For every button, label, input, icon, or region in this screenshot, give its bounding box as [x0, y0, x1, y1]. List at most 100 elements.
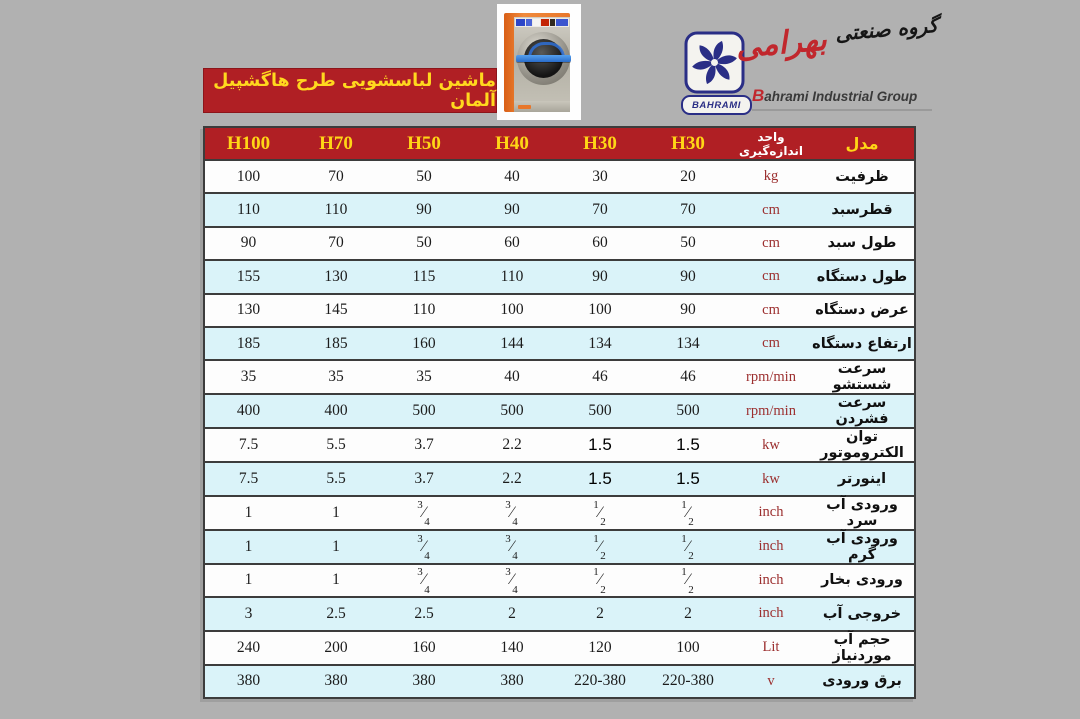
control-chip — [532, 19, 540, 26]
cell-value: 35 — [240, 368, 257, 386]
table-row: 400 400 500 500 500 500 rpm/min سرعت فشردن — [204, 394, 915, 429]
cell-row-label: سرعت شستشو — [832, 361, 892, 394]
cell-value: 3⁄4 — [505, 532, 518, 562]
spec-table-body: 100 70 50 40 30 20 kg ظرفیت 110 110 90 90 70 70 cm قطرس… — [204, 160, 915, 698]
cell-value: 1⁄2 — [681, 498, 694, 528]
cell-value: 60 — [504, 234, 520, 252]
table-row: 110 110 90 90 70 70 cm قطرسبد — [204, 193, 915, 227]
cell-unit: kg — [763, 168, 779, 185]
table-row: 3 2.5 2.5 2 2 2 inch خروجی آب — [204, 597, 915, 631]
cell-value: 70 — [592, 201, 608, 219]
cell-value: 3.7 — [414, 436, 434, 454]
cell-unit: inch — [758, 571, 784, 588]
cell-value: 140 — [500, 638, 524, 656]
cell-value: 90 — [416, 201, 432, 219]
column-header-h70-1: H70 — [319, 132, 353, 154]
table-row: 1 1 3⁄4 3⁄4 1⁄2 1⁄2 inch ورودی آب سرد — [204, 495, 915, 530]
cell-value: 1.5 — [676, 469, 700, 489]
cell-value: 1⁄2 — [681, 566, 694, 596]
cell-value: 40 — [504, 368, 520, 386]
cell-value: 3⁄4 — [417, 566, 430, 596]
machine-door-arc-label — [528, 42, 565, 59]
cell-row-label: طول سبد — [827, 235, 897, 252]
cell-row-label: ورودی آب گرم — [826, 530, 898, 563]
product-title: ماشین لباسشویی طرح هاگشپیل آلمان — [213, 70, 496, 111]
cell-row-label: برق ورودی — [822, 673, 902, 690]
table-row: 1 1 3⁄4 3⁄4 1⁄2 1⁄2 inch ورودی بخار — [204, 563, 915, 597]
cell-row-label: ارتفاع دستگاه — [812, 335, 912, 352]
cell-row-label: ورودی بخار — [821, 572, 903, 589]
cell-value: 46 — [680, 368, 696, 386]
cell-value: 70 — [680, 201, 696, 219]
brand-name-farsi-group: گروه صنعتی — [834, 12, 939, 46]
cell-value: 144 — [500, 334, 524, 352]
table-row: 7.5 5.5 3.7 2.2 1.5 1.5 kw توان الکتروموتور — [204, 428, 915, 462]
cell-value: 1 — [332, 503, 340, 521]
cell-value: 145 — [324, 301, 348, 319]
cell-value: 35 — [328, 368, 344, 386]
table-row: 100 70 50 40 30 20 kg ظرفیت — [204, 160, 915, 193]
cell-value: 3 — [244, 604, 253, 622]
table-row: 155 130 115 110 90 90 cm طول دستگاه — [204, 260, 915, 294]
cell-value: 90 — [504, 201, 520, 219]
cell-value: 100 — [500, 301, 524, 319]
spec-table-header-row: H100 H70 H50 H40 H30 H30 واحد اندازه‌گیری مدل — [204, 127, 915, 160]
cell-value: 1 — [244, 571, 253, 589]
cell-value: 7.5 — [238, 470, 259, 488]
cell-value: 155 — [236, 267, 261, 285]
cell-value: 380 — [412, 672, 436, 690]
product-title-banner: ماشین لباسشویی طرح هاگشپیل آلمان — [203, 68, 497, 113]
cell-value: 160 — [412, 334, 436, 352]
cell-unit: rpm/min — [746, 368, 796, 385]
cell-unit: kw — [762, 470, 780, 487]
cell-value: 110 — [237, 201, 260, 219]
cell-value: 380 — [500, 672, 524, 690]
cell-value: 130 — [324, 267, 348, 285]
cell-value: 500 — [500, 402, 524, 420]
control-chip — [516, 19, 525, 26]
cell-value: 1⁄2 — [593, 498, 606, 528]
table-row: 1 1 3⁄4 3⁄4 1⁄2 1⁄2 inch ورودی آب گرم — [204, 529, 915, 564]
cell-value: 185 — [324, 334, 348, 352]
column-header-h30-4: H30 — [583, 132, 617, 154]
cell-value: 200 — [324, 638, 348, 656]
cell-value: 1⁄2 — [593, 532, 606, 562]
cell-value: 46 — [592, 368, 608, 386]
cell-value: 50 — [416, 234, 432, 252]
cell-value: 50 — [680, 234, 696, 252]
cell-value: 3.7 — [414, 470, 434, 488]
cell-value: 134 — [676, 334, 700, 352]
cell-row-label: ظرفیت — [835, 168, 889, 185]
cell-unit: cm — [762, 201, 780, 218]
cell-value: 1⁄2 — [681, 532, 694, 562]
bahrami-logo-wordmark: BAHRAMI — [681, 95, 752, 115]
table-row: 7.5 5.5 3.7 2.2 1.5 1.5 kw اینورتر — [204, 462, 915, 496]
cell-value: 100 — [588, 301, 612, 319]
cell-row-label: خروجی آب — [822, 605, 902, 622]
cell-unit: rpm/min — [746, 402, 796, 419]
cell-unit: inch — [758, 504, 784, 521]
cell-value: 3⁄4 — [417, 532, 430, 562]
washing-machine-photo — [497, 4, 581, 120]
cell-value: 160 — [412, 638, 436, 656]
cell-value: 2 — [684, 604, 692, 622]
cell-value: 110 — [324, 201, 348, 219]
cell-unit: Lit — [762, 639, 780, 656]
brand-name-farsi-bahrami: بهرامی — [734, 21, 829, 66]
cell-row-label: توان الکتروموتور — [820, 429, 904, 462]
control-chip — [550, 19, 556, 26]
brand-name-farsi: گروه صنعتی بهرامی — [734, 12, 942, 94]
cell-row-label: قطرسبد — [831, 202, 893, 219]
cell-value: 30 — [592, 167, 608, 185]
cell-value: 5.5 — [326, 436, 346, 454]
cell-value: 50 — [416, 167, 432, 185]
cell-unit: cm — [762, 234, 780, 251]
cell-value: 70 — [328, 234, 344, 252]
cell-value: 1 — [244, 503, 253, 521]
cell-value: 1 — [332, 537, 340, 555]
cell-value: 220-380 — [662, 672, 714, 690]
cell-value: 134 — [588, 334, 612, 352]
cell-value: 70 — [328, 167, 344, 185]
cell-value: 110 — [412, 301, 436, 319]
cell-row-label: عرض دستگاه — [815, 302, 909, 319]
